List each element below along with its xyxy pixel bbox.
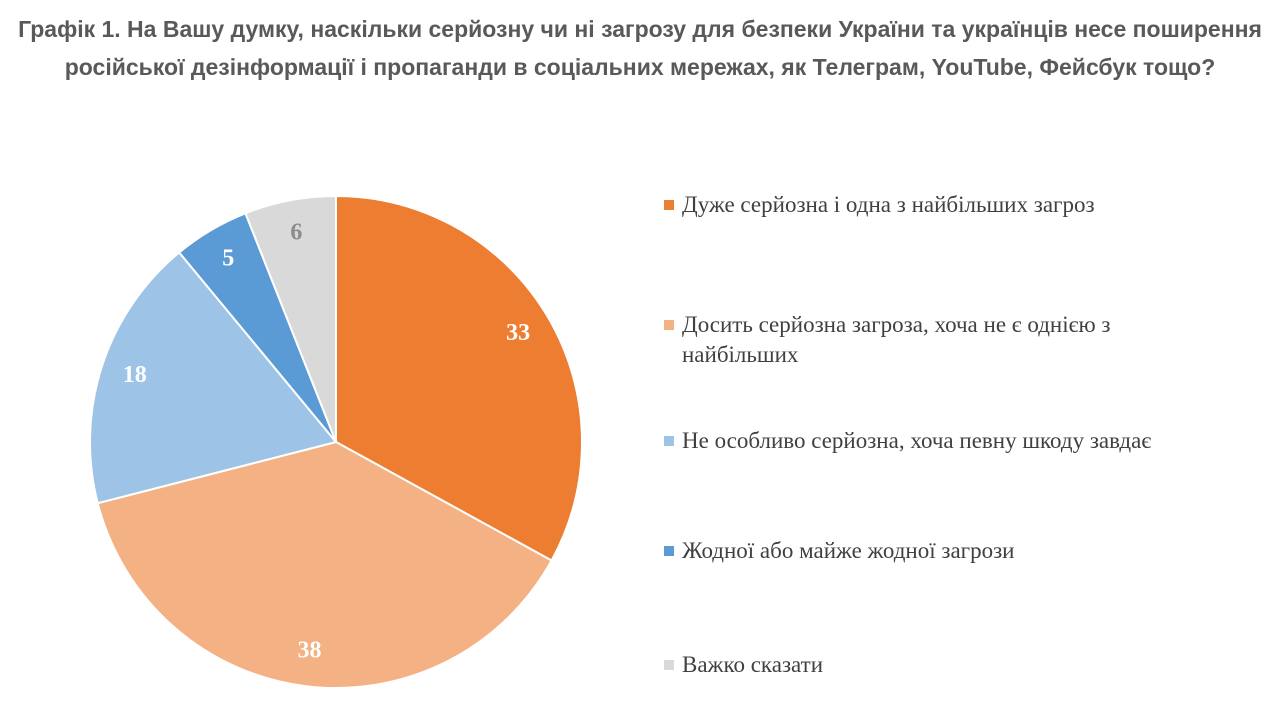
legend-label: Не особливо серйозна, хоча певну шкоду з… xyxy=(682,428,1152,453)
slice-data-label: 18 xyxy=(123,362,147,388)
legend-swatch xyxy=(664,200,674,210)
legend-item: Важко сказати xyxy=(664,650,823,680)
legend-swatch xyxy=(664,320,674,330)
legend-label: Жодної або майже жодної загрози xyxy=(682,538,1015,563)
slice-data-label: 6 xyxy=(290,220,302,246)
legend-item: Не особливо серйозна, хоча певну шкоду з… xyxy=(664,426,1151,456)
legend-item: Дуже серйозна і одна з найбільших загроз xyxy=(664,190,1095,220)
legend-item: Жодної або майже жодної загрози xyxy=(664,536,1014,566)
slice-data-label: 33 xyxy=(506,320,530,346)
chart-title: Графік 1. На Вашу думку, наскільки серйо… xyxy=(18,16,1262,80)
legend-label: Важко сказати xyxy=(682,652,823,677)
pie-slice xyxy=(89,251,338,505)
legend-swatch xyxy=(664,546,674,556)
pie-slice xyxy=(244,194,337,443)
pie-slice xyxy=(335,194,583,562)
slice-data-label: 5 xyxy=(222,245,234,271)
slice-data-label: 38 xyxy=(298,637,322,663)
pie-slice xyxy=(96,440,553,689)
legend-swatch xyxy=(664,660,674,670)
legend-swatch xyxy=(664,436,674,446)
legend-label: Дуже серйозна і одна з найбільших загроз xyxy=(682,192,1095,217)
legend-label: Досить серйозна загроза, хоча не є одніє… xyxy=(682,312,1111,367)
legend-item: Досить серйозна загроза, хоча не є одніє… xyxy=(664,310,1184,370)
